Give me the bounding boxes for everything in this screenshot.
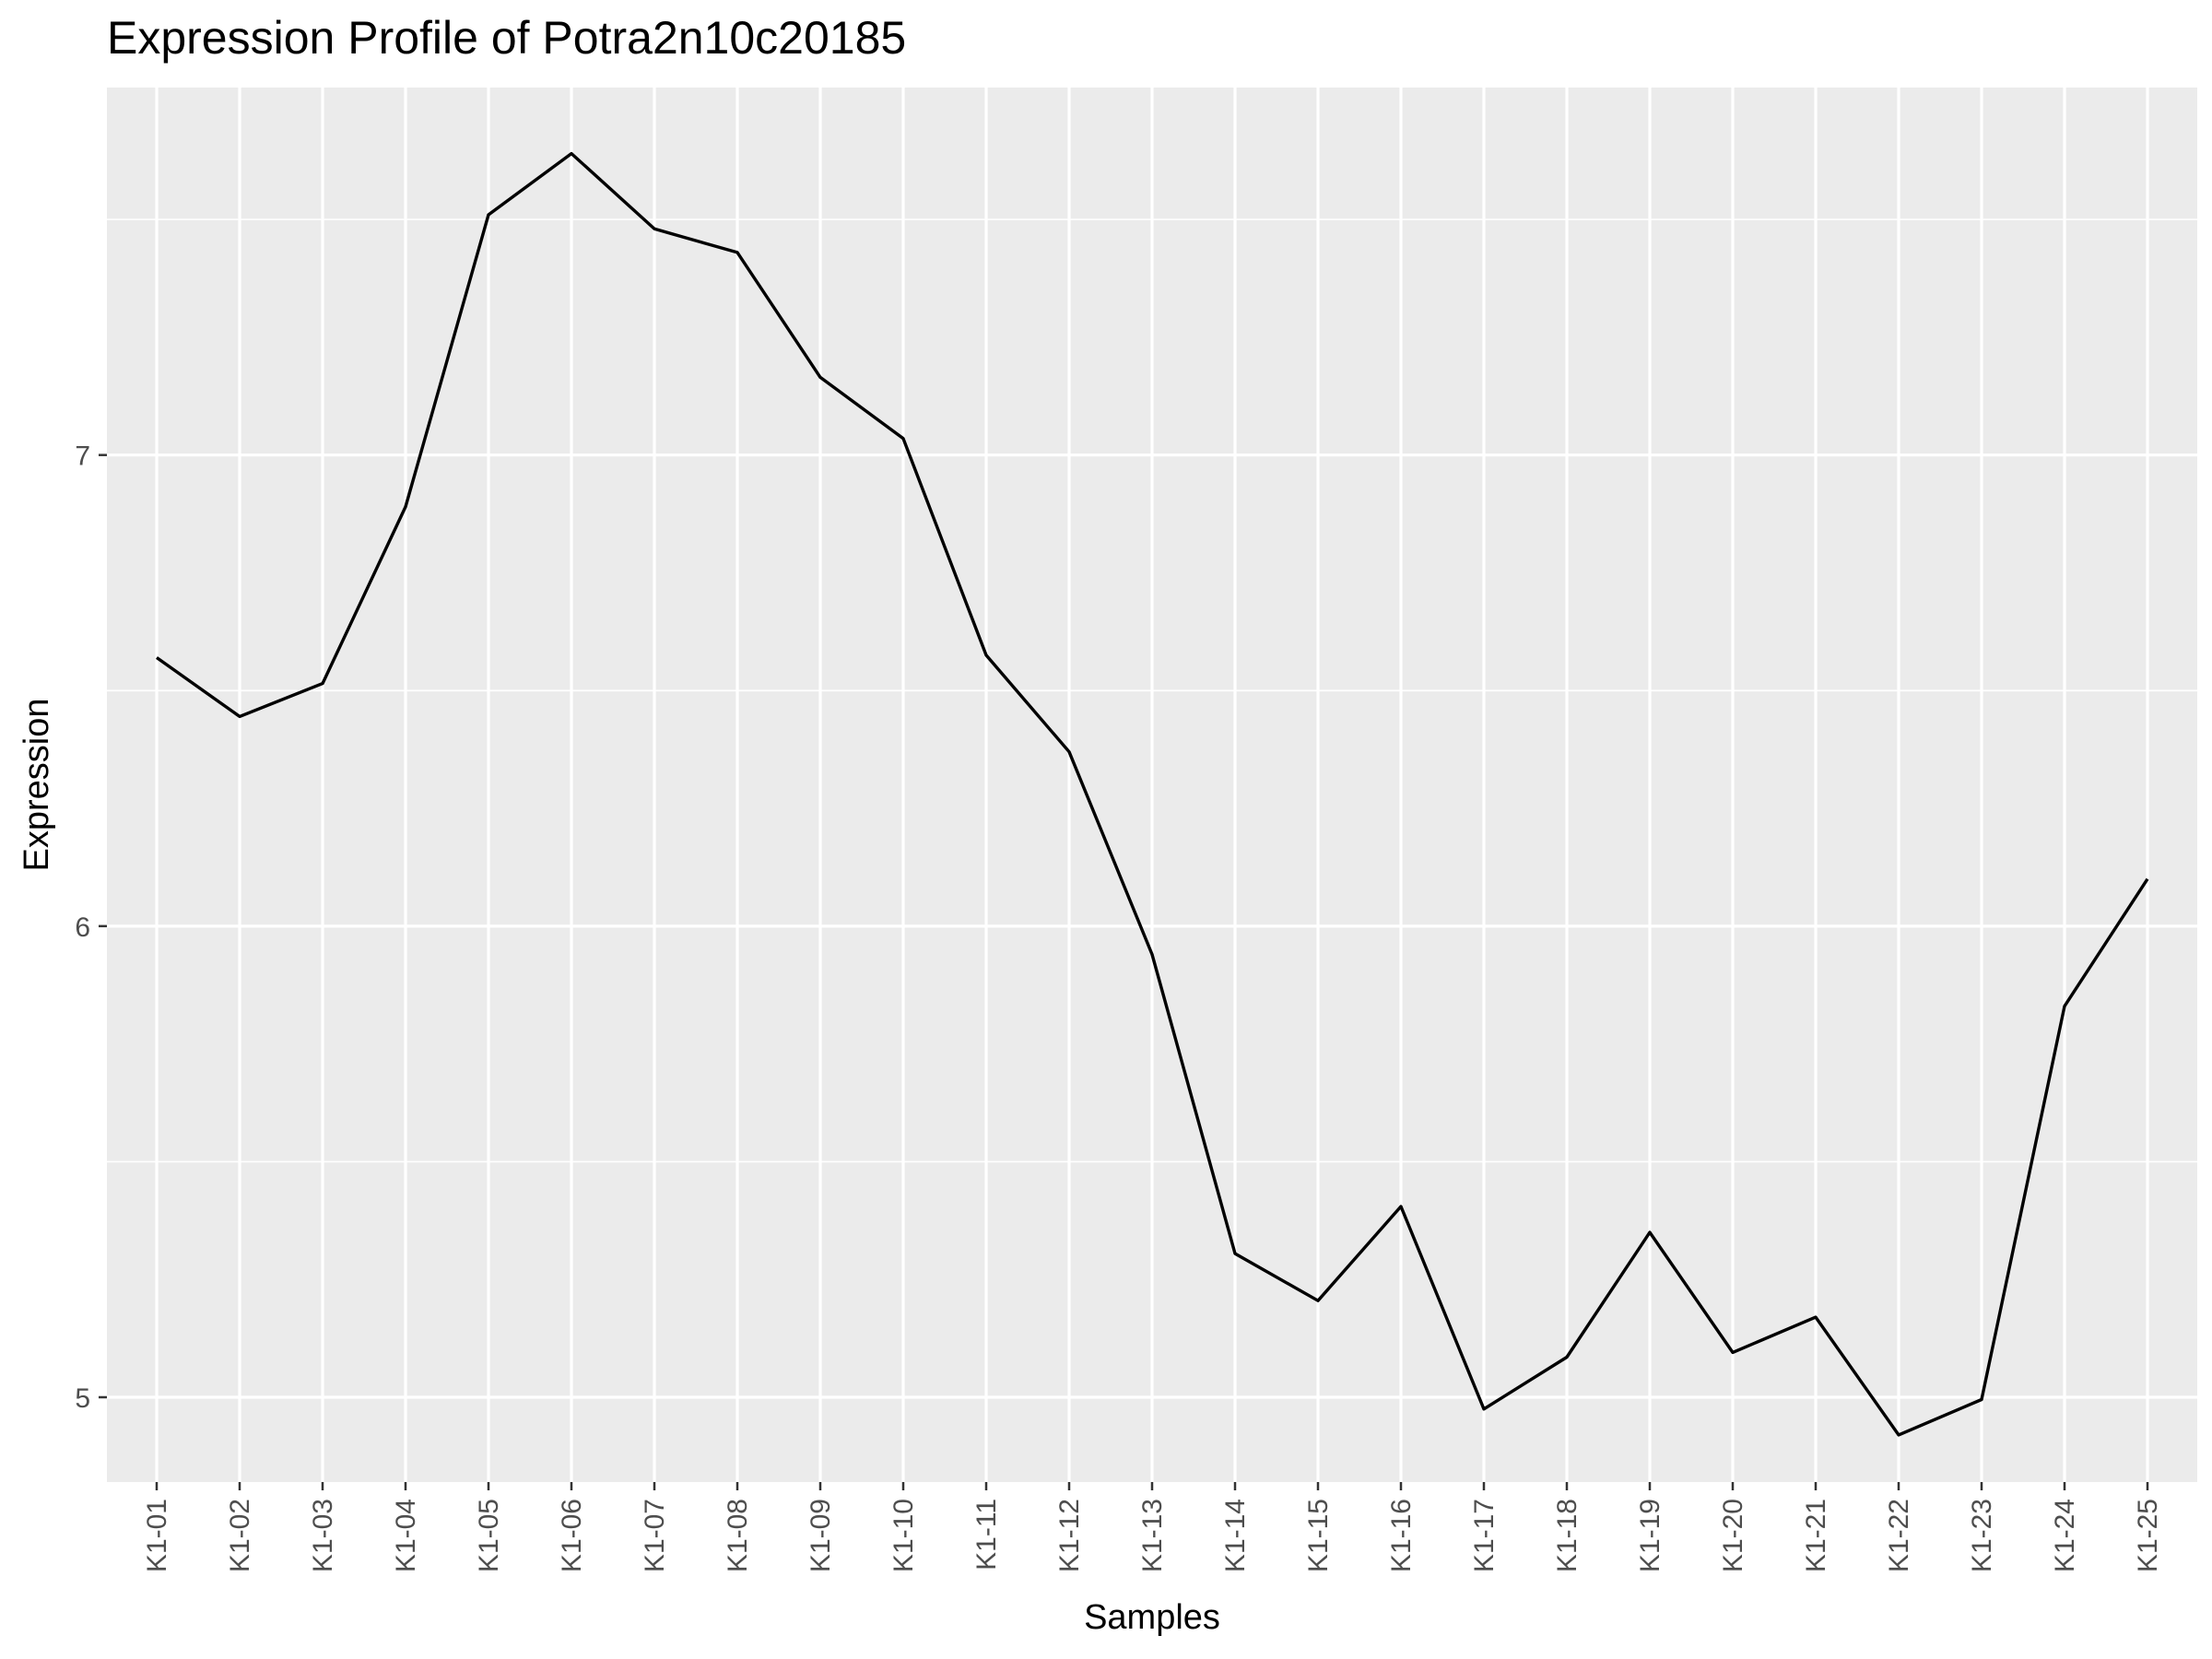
x-tick-label: K1-09: [806, 1499, 836, 1572]
y-tick-label: 5: [75, 1383, 90, 1414]
x-tick-label: K1-11: [971, 1499, 1002, 1571]
x-tick-label: K1-14: [1220, 1499, 1251, 1572]
y-axis: 5 6 7: [75, 441, 107, 1414]
y-tick-label: 7: [75, 441, 90, 472]
series-line: [156, 151, 2149, 1437]
x-tick-label: K1-07: [640, 1499, 670, 1572]
x-tick-label: K1-03: [308, 1499, 338, 1572]
chart-title: Expression Profile of Potra2n10c20185: [107, 12, 907, 64]
x-tick-label: K1-04: [391, 1499, 421, 1572]
x-tick-label: K1-18: [1552, 1499, 1583, 1572]
x-tick-label: K1-23: [1967, 1499, 1997, 1572]
x-tick-label: K1-17: [1469, 1499, 1500, 1572]
x-tick-label: K1-19: [1635, 1499, 1665, 1572]
x-tick-label: K1-08: [723, 1499, 753, 1572]
x-tick-label: K1-24: [2050, 1499, 2080, 1572]
y-axis-title: Expression: [18, 699, 56, 872]
y-tick-label: 6: [75, 912, 90, 943]
x-tick-label: K1-13: [1137, 1499, 1168, 1572]
x-tick-label: K1-25: [2133, 1499, 2163, 1572]
x-axis-title: Samples: [1084, 1598, 1220, 1637]
x-tick-label: K1-22: [1884, 1499, 1914, 1572]
x-tick-label: K1-06: [557, 1499, 587, 1572]
x-tick-label: K1-21: [1801, 1499, 1831, 1572]
major-gridlines: [107, 88, 2197, 1482]
x-tick-label: K1-16: [1386, 1499, 1417, 1572]
x-tick-label: K1-15: [1303, 1499, 1334, 1572]
x-tick-label: K1-05: [474, 1499, 504, 1572]
x-tick-label: K1-02: [225, 1499, 255, 1572]
x-tick-label: K1-10: [888, 1499, 919, 1572]
series-layer: [156, 151, 2149, 1437]
x-tick-label: K1-12: [1054, 1499, 1085, 1572]
x-axis: K1-01 K1-02 K1-03 K1-04 K1-05 K1-06 K1-07 K1-08…: [142, 1482, 2163, 1572]
x-tick-label: K1-20: [1718, 1499, 1748, 1572]
x-tick-label: K1-01: [142, 1499, 172, 1572]
